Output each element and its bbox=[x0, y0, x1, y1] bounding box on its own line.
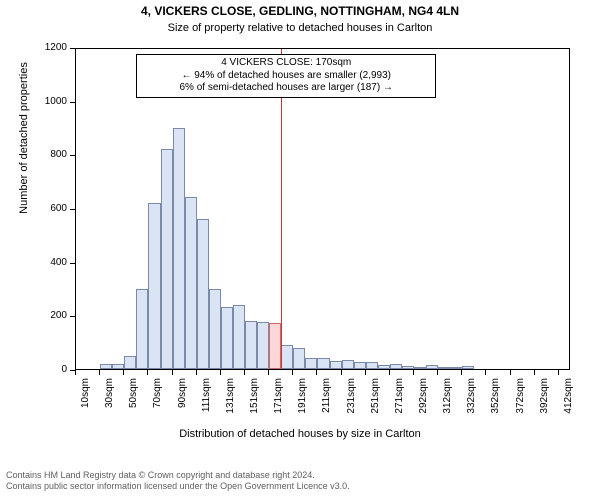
xtick-label: 171sqm bbox=[273, 378, 284, 428]
xtick-label: 412sqm bbox=[563, 378, 574, 428]
histogram-bar bbox=[414, 367, 426, 369]
histogram-bar bbox=[317, 358, 329, 369]
xtick-label: 271sqm bbox=[394, 378, 405, 428]
histogram-bar bbox=[450, 367, 462, 369]
xtick-label: 30sqm bbox=[104, 378, 115, 428]
histogram-bar bbox=[281, 345, 293, 369]
histogram-bar bbox=[185, 197, 197, 369]
histogram-bar bbox=[161, 149, 173, 369]
xtick-mark bbox=[99, 370, 100, 375]
xtick-label: 312sqm bbox=[442, 378, 453, 428]
plot-area: 4 VICKERS CLOSE: 170sqm← 94% of detached… bbox=[75, 48, 570, 370]
xtick-label: 131sqm bbox=[225, 378, 236, 428]
xtick-mark bbox=[510, 370, 511, 375]
xtick-label: 211sqm bbox=[321, 378, 332, 428]
histogram-bar bbox=[148, 203, 160, 369]
xtick-mark bbox=[365, 370, 366, 375]
xtick-mark bbox=[220, 370, 221, 375]
xtick-label: 352sqm bbox=[490, 378, 501, 428]
xtick-label: 332sqm bbox=[466, 378, 477, 428]
histogram-bar bbox=[305, 358, 317, 369]
xtick-mark bbox=[558, 370, 559, 375]
histogram-bar bbox=[402, 366, 414, 369]
histogram-bar bbox=[100, 364, 112, 369]
histogram-bar bbox=[136, 289, 148, 370]
xtick-label: 392sqm bbox=[539, 378, 550, 428]
xtick-mark bbox=[413, 370, 414, 375]
histogram-bar bbox=[366, 362, 378, 369]
histogram-bar bbox=[221, 307, 233, 369]
xtick-label: 372sqm bbox=[515, 378, 526, 428]
histogram-bar bbox=[426, 365, 438, 369]
xtick-label: 151sqm bbox=[249, 378, 260, 428]
xtick-label: 292sqm bbox=[418, 378, 429, 428]
xtick-mark bbox=[147, 370, 148, 375]
ytick-mark bbox=[70, 155, 75, 156]
xtick-mark bbox=[244, 370, 245, 375]
xtick-mark bbox=[461, 370, 462, 375]
xtick-mark bbox=[196, 370, 197, 375]
ytick-mark bbox=[70, 263, 75, 264]
callout-line: 6% of semi-detached houses are larger (1… bbox=[141, 82, 431, 95]
xtick-label: 70sqm bbox=[152, 378, 163, 428]
xtick-label: 251sqm bbox=[370, 378, 381, 428]
xtick-mark bbox=[485, 370, 486, 375]
xtick-mark bbox=[534, 370, 535, 375]
x-axis-label: Distribution of detached houses by size … bbox=[0, 428, 600, 440]
histogram-bar bbox=[124, 356, 136, 369]
histogram-bar bbox=[209, 289, 221, 370]
callout-line: 4 VICKERS CLOSE: 170sqm bbox=[141, 57, 431, 70]
ytick-mark bbox=[70, 102, 75, 103]
xtick-mark bbox=[316, 370, 317, 375]
histogram-bar bbox=[342, 360, 354, 369]
histogram-bar bbox=[330, 361, 342, 369]
chart-title: 4, VICKERS CLOSE, GEDLING, NOTTINGHAM, N… bbox=[0, 4, 600, 18]
ytick-mark bbox=[70, 209, 75, 210]
histogram-bar bbox=[245, 321, 257, 369]
callout-line: ← 94% of detached houses are smaller (2,… bbox=[141, 70, 431, 83]
ytick-label: 400 bbox=[0, 257, 67, 268]
xtick-label: 231sqm bbox=[346, 378, 357, 428]
histogram-bar bbox=[390, 364, 402, 369]
xtick-mark bbox=[172, 370, 173, 375]
histogram-bar bbox=[112, 364, 124, 369]
xtick-label: 111sqm bbox=[201, 378, 212, 428]
xtick-mark bbox=[341, 370, 342, 375]
xtick-label: 10sqm bbox=[80, 378, 91, 428]
ytick-label: 1200 bbox=[0, 42, 67, 53]
ytick-label: 600 bbox=[0, 203, 67, 214]
histogram-bar bbox=[173, 128, 185, 370]
histogram-bar bbox=[438, 367, 450, 369]
ytick-mark bbox=[70, 316, 75, 317]
xtick-label: 90sqm bbox=[177, 378, 188, 428]
xtick-mark bbox=[123, 370, 124, 375]
ytick-label: 1000 bbox=[0, 96, 67, 107]
histogram-bar bbox=[462, 366, 474, 369]
footer-line-1: Contains HM Land Registry data © Crown c… bbox=[6, 470, 594, 481]
xtick-mark bbox=[75, 370, 76, 375]
histogram-bar bbox=[269, 323, 281, 369]
ytick-label: 200 bbox=[0, 310, 67, 321]
histogram-bar bbox=[257, 322, 269, 369]
xtick-mark bbox=[268, 370, 269, 375]
footer-line-2: Contains public sector information licen… bbox=[6, 481, 594, 492]
histogram-bar bbox=[233, 305, 245, 369]
histogram-bar bbox=[293, 348, 305, 369]
xtick-label: 50sqm bbox=[128, 378, 139, 428]
ytick-label: 0 bbox=[0, 364, 67, 375]
histogram-bar bbox=[197, 219, 209, 369]
xtick-mark bbox=[292, 370, 293, 375]
footer: Contains HM Land Registry data © Crown c… bbox=[6, 470, 594, 492]
histogram-bar bbox=[378, 365, 390, 369]
callout-box: 4 VICKERS CLOSE: 170sqm← 94% of detached… bbox=[136, 54, 436, 98]
xtick-mark bbox=[437, 370, 438, 375]
ytick-label: 800 bbox=[0, 149, 67, 160]
histogram-bar bbox=[354, 362, 366, 369]
chart-container: 4, VICKERS CLOSE, GEDLING, NOTTINGHAM, N… bbox=[0, 0, 600, 500]
ytick-mark bbox=[70, 48, 75, 49]
chart-subtitle: Size of property relative to detached ho… bbox=[0, 22, 600, 34]
xtick-mark bbox=[389, 370, 390, 375]
xtick-label: 191sqm bbox=[297, 378, 308, 428]
